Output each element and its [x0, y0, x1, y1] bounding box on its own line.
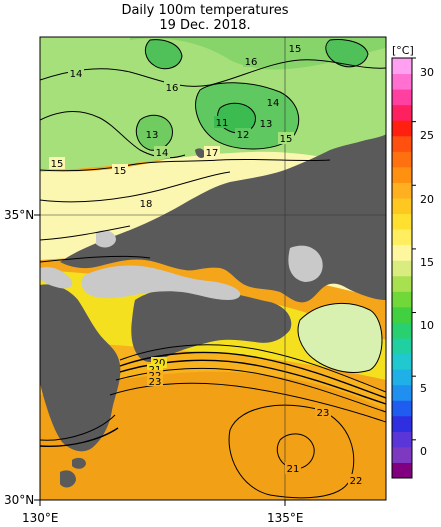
- colorbar-tick-15: 15: [420, 256, 434, 269]
- svg-text:14: 14: [156, 148, 169, 159]
- colorbar-segment: [392, 306, 412, 323]
- svg-text:23: 23: [317, 408, 330, 419]
- colorbar-segment: [392, 198, 412, 215]
- colorbar-segment: [392, 446, 412, 463]
- svg-text:14: 14: [70, 69, 83, 80]
- colorbar-tick-20: 20: [420, 193, 434, 206]
- svg-text:21: 21: [287, 464, 300, 475]
- svg-text:15: 15: [280, 134, 293, 145]
- colorbar-segment: [392, 431, 412, 448]
- contour-label-22-b: 22: [348, 474, 364, 487]
- colorbar-frame: [391, 57, 413, 479]
- colorbar-segment: [392, 151, 412, 168]
- map-field: [40, 37, 386, 500]
- contour-labels: 14 15 16 16 14 11 13 12 15 13 14 17 15 1…: [49, 42, 364, 487]
- svg-text:23: 23: [149, 377, 162, 388]
- colorbar-segment: [392, 415, 412, 432]
- contour-label-14-b: 14: [265, 96, 281, 109]
- colorbar-segment: [392, 369, 412, 386]
- map-frame: [39, 36, 387, 501]
- contour-label-13-a: 13: [258, 117, 274, 130]
- colorbar-tick-30: 30: [420, 66, 434, 79]
- contour-label-12: 12: [235, 128, 251, 141]
- lat-label-30n: 30°N: [4, 493, 35, 507]
- colorbar-segment: [392, 182, 412, 199]
- colorbar-segment: [392, 213, 412, 230]
- colorbar-tick-5: 5: [420, 382, 427, 395]
- contour-label-15-d: 15: [112, 164, 128, 177]
- contour-label-15-c: 15: [49, 157, 65, 170]
- colorbar: [392, 57, 416, 479]
- colorbar-segment: [392, 384, 412, 401]
- colorbar-segment: [392, 353, 412, 370]
- colorbar-segment: [392, 89, 412, 106]
- map-date: 19 Dec. 2018.: [159, 18, 251, 33]
- colorbar-segment: [392, 260, 412, 277]
- colorbar-segment: [392, 229, 412, 246]
- colorbar-tick-25: 25: [420, 129, 434, 142]
- contour-label-13-b: 13: [144, 128, 160, 141]
- svg-text:15: 15: [114, 166, 127, 177]
- lon-label-135e: 135°E: [267, 511, 304, 525]
- svg-text:11: 11: [216, 118, 229, 129]
- axis-ticks: [34, 214, 286, 506]
- colorbar-segment: [392, 462, 412, 479]
- contour-label-15-b: 15: [278, 132, 294, 145]
- colorbar-segment: [392, 291, 412, 308]
- colorbar-segment: [392, 104, 412, 121]
- svg-text:18: 18: [140, 199, 153, 210]
- colorbar-segment: [392, 244, 412, 261]
- svg-text:16: 16: [166, 83, 179, 94]
- colorbar-segment: [392, 58, 412, 75]
- lon-label-130e: 130°E: [22, 511, 59, 525]
- contour-label-16-a: 16: [243, 55, 259, 68]
- svg-text:22: 22: [350, 476, 363, 487]
- colorbar-segment: [392, 135, 412, 152]
- contour-label-11: 11: [214, 116, 230, 129]
- colorbar-unit: [°C]: [392, 44, 414, 57]
- colorbar-segment: [392, 400, 412, 417]
- lat-label-35n: 35°N: [4, 208, 35, 222]
- colorbar-tick-0: 0: [420, 445, 427, 458]
- svg-text:17: 17: [206, 148, 219, 159]
- svg-text:13: 13: [260, 119, 273, 130]
- colorbar-segment: [392, 73, 412, 90]
- svg-text:12: 12: [237, 130, 250, 141]
- svg-text:16: 16: [245, 57, 258, 68]
- svg-text:13: 13: [146, 130, 159, 141]
- map-title: Daily 100m temperatures: [121, 3, 289, 18]
- svg-text:15: 15: [289, 44, 302, 55]
- svg-text:20: 20: [153, 358, 166, 369]
- colorbar-tick-10: 10: [420, 319, 434, 332]
- svg-text:15: 15: [51, 159, 64, 170]
- grid-lines: [40, 37, 386, 500]
- colorbar-segment: [392, 338, 412, 355]
- contour-label-23-a: 23: [147, 376, 163, 388]
- contour-label-14-c: 14: [154, 146, 170, 159]
- colorbar-segment: [392, 275, 412, 292]
- contour-label-16-b: 16: [164, 81, 180, 94]
- contour-label-17: 17: [204, 146, 220, 159]
- contour-label-15-a: 15: [287, 42, 303, 55]
- contour-label-23-b: 23: [315, 406, 331, 419]
- svg-text:14: 14: [267, 98, 280, 109]
- colorbar-segment: [392, 166, 412, 183]
- contour-label-14-a: 14: [68, 67, 84, 80]
- contour-label-20: 20: [151, 357, 167, 369]
- contour-label-18: 18: [138, 197, 154, 210]
- colorbar-segment: [392, 120, 412, 137]
- contour-label-21-b: 21: [285, 462, 301, 475]
- colorbar-segment: [392, 322, 412, 339]
